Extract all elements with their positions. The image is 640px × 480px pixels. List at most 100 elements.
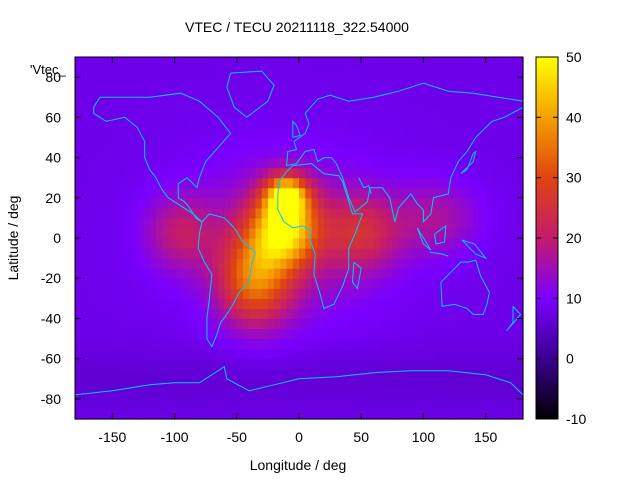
heatmap-cell [143,177,151,189]
heatmap-cell [355,147,362,159]
heatmap-cell [211,358,219,370]
heatmap-cell [361,207,369,219]
heatmap-cell [81,248,89,259]
heatmap-cell [348,137,356,149]
heatmap-cell [442,368,449,380]
heatmap-cell [498,328,505,340]
heatmap-cell [118,238,126,249]
heatmap-cell [479,87,487,98]
heatmap-cell [280,298,288,309]
heatmap-cell [411,338,418,350]
heatmap-cell [187,207,194,219]
heatmap-cell [286,97,294,108]
heatmap-cell [367,318,375,330]
heatmap-cell [404,278,412,289]
heatmap-cell [187,197,194,209]
heatmap-cell [75,207,82,219]
heatmap-cell [99,177,107,189]
heatmap-cell [498,77,505,88]
heatmap-cell [411,77,418,88]
heatmap-cell [467,298,474,309]
heatmap-cell [392,67,400,78]
heatmap-cell [193,258,201,269]
heatmap-cell [398,57,406,68]
heatmap-cell [267,338,275,350]
heatmap-cell [199,107,207,118]
heatmap-cell [491,97,499,108]
heatmap-cell [479,107,487,118]
heatmap-cell [442,217,449,229]
heatmap-cell [479,147,487,159]
heatmap-cell [392,77,400,88]
heatmap-cell [286,388,294,400]
heatmap-cell [149,137,157,149]
heatmap-cell [118,67,126,78]
heatmap-cell [411,358,418,370]
heatmap-cell [305,398,313,410]
heatmap-cell [230,388,238,400]
heatmap-cell [392,288,400,299]
heatmap-cell [498,318,505,330]
heatmap-cell [187,318,194,330]
heatmap-cell [435,268,443,279]
heatmap-cell [106,258,113,269]
heatmap-cell [155,328,163,340]
heatmap-cell [373,217,381,229]
heatmap-cell [491,368,499,380]
heatmap-cell [267,328,275,340]
heatmap-cell [274,248,281,259]
heatmap-cell [423,248,431,259]
heatmap-cell [236,408,244,420]
heatmap-cell [99,157,107,169]
heatmap-cell [106,57,113,68]
heatmap-cell [299,157,306,169]
heatmap-cell [143,328,151,340]
x-axis-label: Longitude / deg [250,457,347,473]
heatmap-cell [280,77,288,88]
heatmap-cell [75,197,82,209]
heatmap-cell [230,258,238,269]
heatmap-cell [180,288,188,299]
heatmap-cell [330,298,337,309]
heatmap-cell [99,167,107,179]
heatmap-cell [442,308,449,320]
heatmap-cell [404,67,412,78]
heatmap-cell [317,167,325,179]
heatmap-cell [199,408,207,420]
heatmap-cell [491,167,499,179]
heatmap-cell [323,107,331,118]
heatmap-cell [143,318,151,330]
heatmap-cell [249,117,257,128]
heatmap-cell [274,127,281,139]
heatmap-cell [149,408,157,420]
heatmap-cell [336,318,344,330]
heatmap-cell [137,248,145,259]
heatmap-cell [448,147,456,159]
heatmap-cell [491,338,499,350]
heatmap-cell [417,298,425,309]
heatmap-cell [392,217,400,229]
heatmap-cell [460,258,468,269]
heatmap-cell [342,107,350,118]
x-tick-label: 100 [412,429,436,445]
heatmap-cell [361,137,369,149]
heatmap-cell [99,398,107,410]
heatmap-cell [168,87,176,98]
heatmap-cell [224,87,232,98]
heatmap-cell [392,227,400,239]
heatmap-cell [193,278,201,289]
heatmap-cell [131,167,138,179]
heatmap-cell [442,127,449,139]
heatmap-cell [348,258,356,269]
heatmap-cell [81,398,89,410]
heatmap-cell [118,217,126,229]
heatmap-cell [473,107,481,118]
heatmap-cell [367,207,375,219]
heatmap-cell [373,117,381,128]
heatmap-cell [199,338,207,350]
heatmap-cell [342,388,350,400]
heatmap-cell [442,238,449,249]
heatmap-cell [267,207,275,219]
heatmap-cell [168,378,176,390]
heatmap-cell [236,288,244,299]
